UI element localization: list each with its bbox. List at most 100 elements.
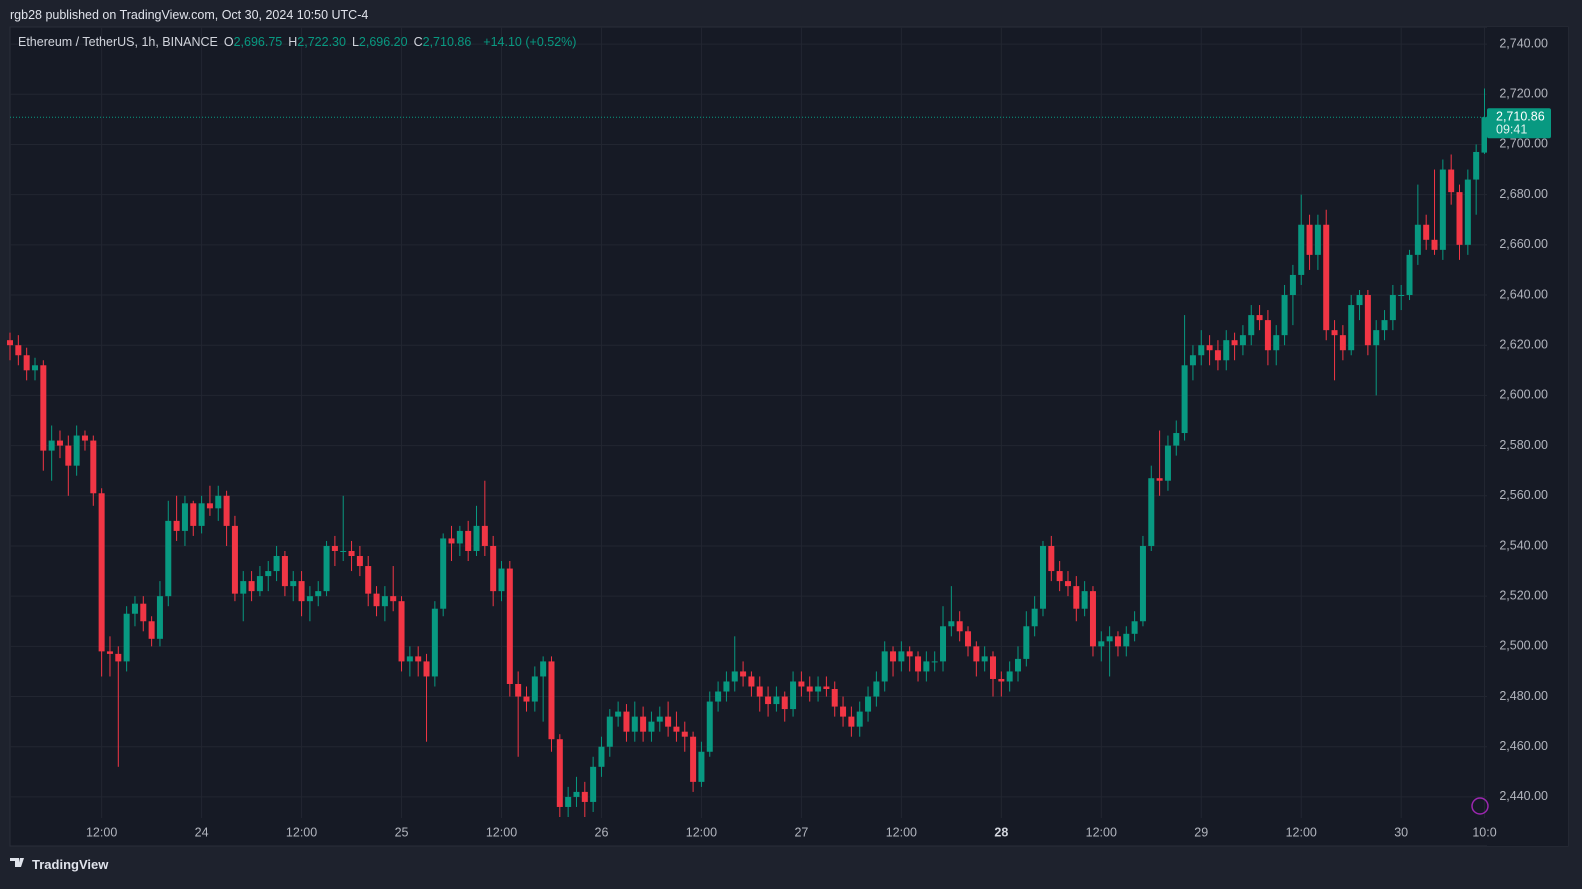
candle-body xyxy=(1331,330,1338,336)
candle-body xyxy=(1439,169,1446,250)
legend: Ethereum / TetherUS, 1h, BINANCE O2,696.7… xyxy=(18,35,582,49)
candle-body xyxy=(556,739,563,807)
candle-body xyxy=(81,435,88,441)
candle-body xyxy=(1423,224,1430,240)
candle-body xyxy=(848,716,855,727)
candle-body xyxy=(1006,671,1013,682)
candle-body xyxy=(1098,641,1105,647)
candle-body xyxy=(581,791,588,802)
candle-body xyxy=(1389,295,1396,321)
x-tick-label: 12:00 xyxy=(286,825,317,839)
candle-body xyxy=(1214,350,1221,361)
candle-body xyxy=(1348,305,1355,351)
candle-body xyxy=(765,696,772,705)
y-tick-label: 2,680.00 xyxy=(1499,187,1548,201)
candle-body xyxy=(7,340,13,346)
candle-body xyxy=(273,556,280,572)
y-tick-label: 2,640.00 xyxy=(1499,287,1548,301)
candle-body xyxy=(190,503,197,526)
candle-body xyxy=(1381,320,1388,331)
candle-body xyxy=(473,525,480,551)
candle-body xyxy=(1273,335,1280,351)
candle-body xyxy=(1248,315,1255,336)
x-tick-label: 12:00 xyxy=(886,825,917,839)
candle-body xyxy=(606,716,613,747)
y-tick-label: 2,740.00 xyxy=(1499,36,1548,50)
candle-body xyxy=(815,686,822,692)
candle-body xyxy=(1131,621,1138,634)
candle-body xyxy=(865,696,872,712)
candle-body xyxy=(465,530,472,551)
tv-logo-mark xyxy=(10,858,24,867)
candle-body xyxy=(65,445,72,466)
candle-body xyxy=(506,568,513,684)
candle-body xyxy=(173,520,180,531)
candle-body xyxy=(15,345,22,356)
candle-body xyxy=(348,550,355,557)
candle-body xyxy=(615,711,622,717)
candle-body xyxy=(431,608,438,677)
candle-body xyxy=(1431,239,1438,250)
candle-body xyxy=(181,503,188,531)
candle-body xyxy=(156,596,163,639)
candle-body xyxy=(1106,636,1113,642)
candle-body xyxy=(1364,295,1371,346)
candle-body xyxy=(590,766,597,802)
candle-body xyxy=(673,726,680,732)
candle-body xyxy=(840,706,847,717)
candle-body xyxy=(965,631,972,647)
candle-body xyxy=(1039,545,1046,609)
candle-body xyxy=(415,656,422,662)
candle-body xyxy=(365,566,372,594)
y-tick-label: 2,700.00 xyxy=(1499,137,1548,151)
candle-body xyxy=(165,520,172,597)
change: +14.10 (+0.52%) xyxy=(483,35,577,49)
candle-body xyxy=(90,440,97,494)
candle-body xyxy=(315,591,322,597)
candle-body xyxy=(623,711,630,732)
y-tick-label: 2,660.00 xyxy=(1499,237,1548,251)
legend-key: L xyxy=(351,35,359,49)
candle-body xyxy=(1014,658,1021,672)
candle-body xyxy=(223,495,230,526)
candle-body xyxy=(1064,581,1071,587)
lightning-icon[interactable] xyxy=(1471,797,1489,815)
symbol: Ethereum / TetherUS, 1h, BINANCE xyxy=(18,35,218,49)
last-price-label: 2,710.86 xyxy=(1496,109,1545,123)
legend-value: 2,696.20 xyxy=(358,35,408,49)
candle-body xyxy=(515,683,522,697)
candle-body xyxy=(198,503,205,526)
candle-body xyxy=(40,365,47,451)
candle-body xyxy=(573,791,580,797)
candle-body xyxy=(973,646,980,662)
candle-body xyxy=(640,716,647,732)
candle-body xyxy=(923,661,930,672)
candle-body xyxy=(1206,345,1213,351)
candle-body xyxy=(1139,545,1146,622)
y-tick-label: 2,460.00 xyxy=(1499,739,1548,753)
candle-body xyxy=(1148,478,1155,546)
candle-body xyxy=(290,581,297,587)
candle-body xyxy=(1073,586,1080,609)
candle-body xyxy=(740,671,747,677)
candle-body xyxy=(240,581,247,594)
y-tick-label: 2,720.00 xyxy=(1499,87,1548,101)
candle-body xyxy=(806,686,813,692)
candle-body xyxy=(773,696,780,705)
chart-pane xyxy=(9,26,1569,847)
candle-body xyxy=(948,621,955,627)
candle-body xyxy=(373,593,380,607)
candle-body xyxy=(406,656,413,662)
candle-body xyxy=(265,571,272,577)
candle-body xyxy=(1239,335,1246,346)
candle-body xyxy=(823,686,830,690)
candle-body xyxy=(1114,636,1121,647)
candle-body xyxy=(540,661,547,677)
candle-body xyxy=(898,651,905,662)
candle-body xyxy=(48,440,55,451)
candle-body xyxy=(1398,295,1405,297)
x-tick-label: 28 xyxy=(994,825,1008,839)
candle-body xyxy=(1231,340,1238,346)
candle-body xyxy=(256,576,263,592)
candle-body xyxy=(1464,179,1471,245)
